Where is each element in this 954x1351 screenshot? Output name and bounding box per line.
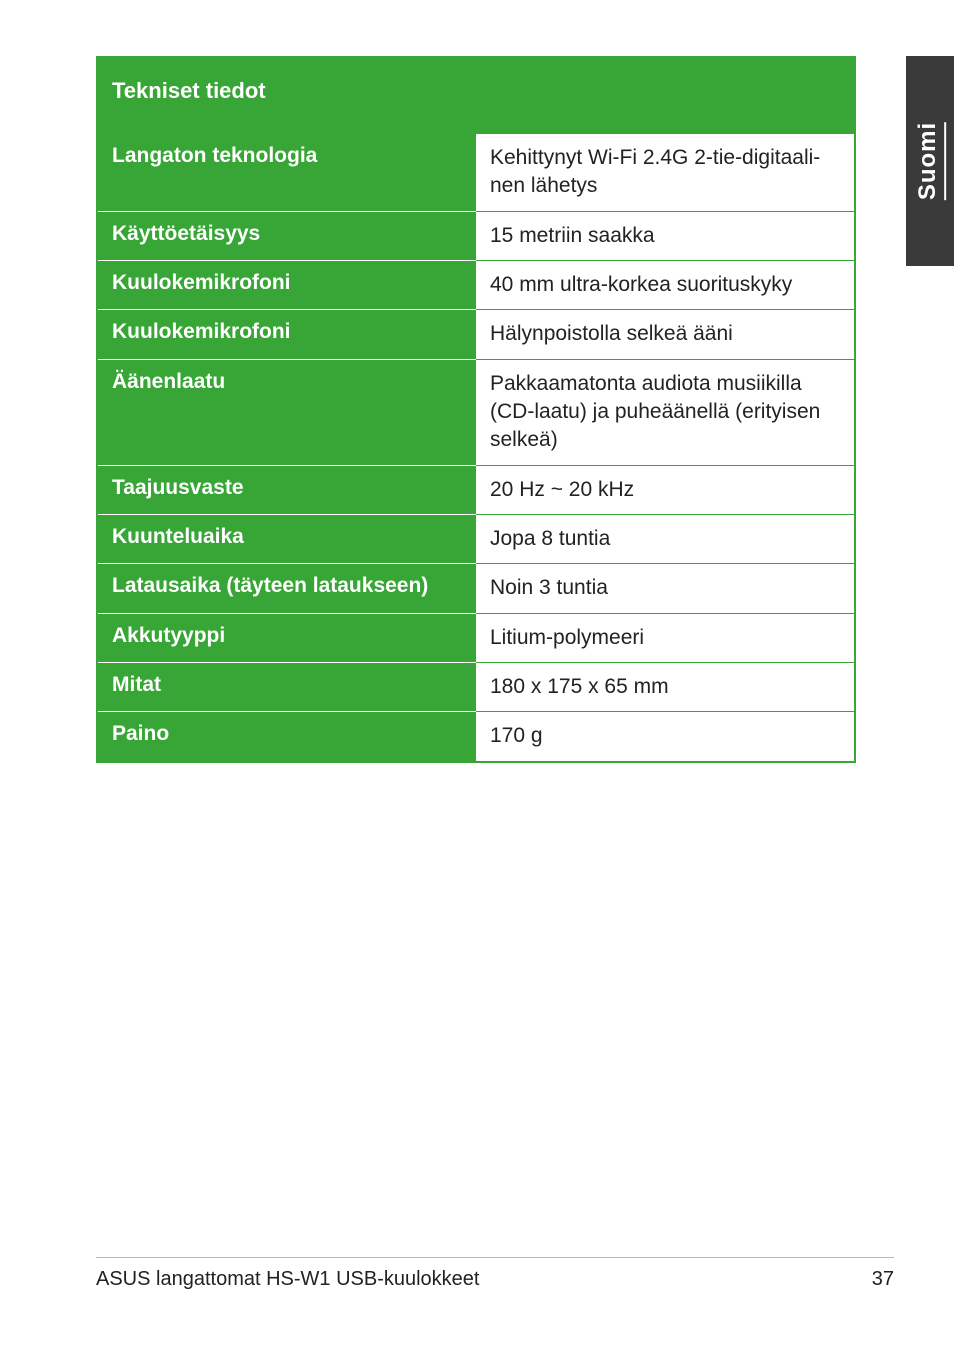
- table-row: KuunteluaikaJopa 8 tuntia: [97, 515, 855, 564]
- table-row: Mitat180 x 175 x 65 mm: [97, 663, 855, 712]
- spec-value: 180 x 175 x 65 mm: [476, 663, 855, 712]
- spec-value: Litium-polymeeri: [476, 613, 855, 662]
- table-row: AkkutyyppiLitium-polymeeri: [97, 613, 855, 662]
- table-row: Taajuusvaste20 Hz ~ 20 kHz: [97, 465, 855, 514]
- spec-value: 15 metriin saakka: [476, 211, 855, 260]
- spec-value: Noin 3 tuntia: [476, 564, 855, 613]
- spec-table: Tekniset tiedot Langaton teknologiaKehit…: [96, 56, 856, 763]
- spec-value: Pakkaamatonta audiota musiikilla (CD-laa…: [476, 359, 855, 465]
- spec-label: Käyttöetäisyys: [97, 211, 476, 260]
- language-label: Suomi: [914, 122, 946, 200]
- table-row: Paino170 g: [97, 712, 855, 762]
- footer-title: ASUS langattomat HS-W1 USB-kuulokkeet: [96, 1268, 480, 1291]
- spec-label: Latausaika (täyteen lataukseen): [97, 564, 476, 613]
- spec-label: Äänenlaatu: [97, 359, 476, 465]
- spec-label: Taajuusvaste: [97, 465, 476, 514]
- spec-value: Kehittynyt Wi-Fi 2.4G 2-tie-digitaali­ne…: [476, 133, 855, 211]
- table-row: ÄänenlaatuPakkaamatonta audiota musiikil…: [97, 359, 855, 465]
- spec-label: Kuulokemikrofoni: [97, 261, 476, 310]
- spec-label: Langaton teknologia: [97, 133, 476, 211]
- footer-page-number: 37: [872, 1268, 894, 1291]
- spec-label: Mitat: [97, 663, 476, 712]
- page-footer: ASUS langattomat HS-W1 USB-kuulokkeet 37: [96, 1257, 894, 1291]
- table-header-row: Tekniset tiedot: [97, 57, 855, 133]
- table-row: Latausaika (täyteen lataukseen)Noin 3 tu…: [97, 564, 855, 613]
- spec-value: Hälynpoistolla selkeä ääni: [476, 310, 855, 359]
- spec-label: Paino: [97, 712, 476, 762]
- spec-label: Kuulokemikrofoni: [97, 310, 476, 359]
- spec-value: 20 Hz ~ 20 kHz: [476, 465, 855, 514]
- table-row: Langaton teknologiaKehittynyt Wi-Fi 2.4G…: [97, 133, 855, 211]
- page-content: Tekniset tiedot Langaton teknologiaKehit…: [0, 0, 954, 763]
- spec-value: Jopa 8 tuntia: [476, 515, 855, 564]
- table-row: KuulokemikrofoniHälynpoistolla selkeä ää…: [97, 310, 855, 359]
- spec-label: Akkutyyppi: [97, 613, 476, 662]
- language-side-tab: Suomi: [906, 56, 954, 266]
- spec-value: 170 g: [476, 712, 855, 762]
- table-row: Kuulokemikrofoni40 mm ultra-korkea suori…: [97, 261, 855, 310]
- spec-value: 40 mm ultra-korkea suorituskyky: [476, 261, 855, 310]
- table-row: Käyttöetäisyys15 metriin saakka: [97, 211, 855, 260]
- spec-label: Kuunteluaika: [97, 515, 476, 564]
- table-header: Tekniset tiedot: [97, 57, 855, 133]
